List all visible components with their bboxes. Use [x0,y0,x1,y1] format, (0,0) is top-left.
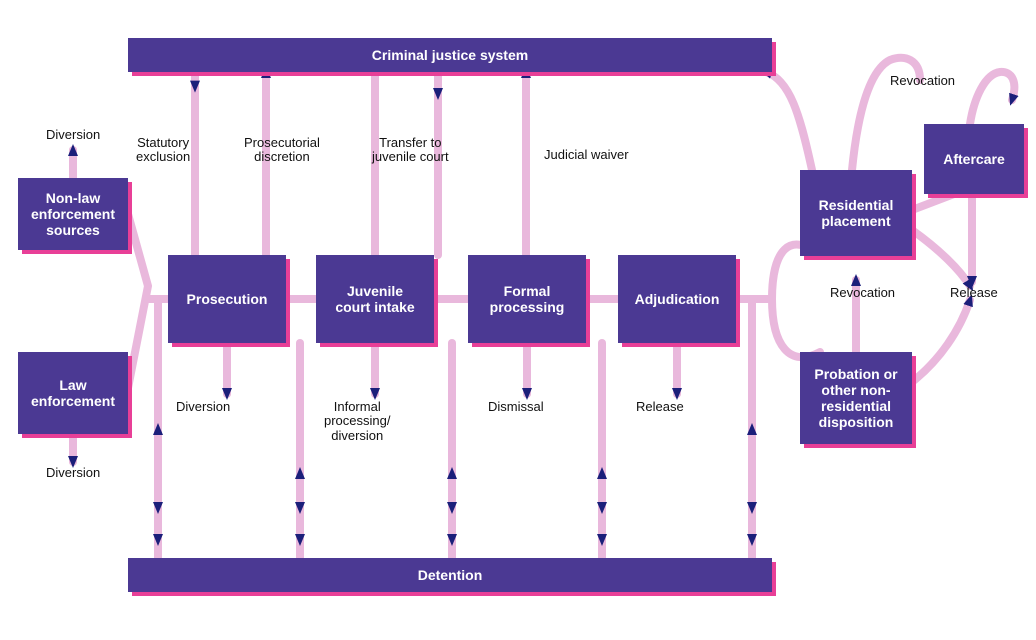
label-transfer: Transfer to juvenile court [372,136,449,165]
node-label: Residential placement [806,197,906,229]
edge-res_release [912,230,970,286]
node-label: Adjudication [624,291,730,307]
node-label: Criminal justice system [134,47,766,63]
node-label: Non-law enforcement sources [24,190,122,238]
label-div_prosec: Diversion [176,400,230,414]
node-intake: Juvenile court intake [316,255,434,343]
label-release_out: Release [950,286,998,300]
label-revoc_bot: Revocation [830,286,895,300]
label-jud_waiver: Judicial waiver [544,148,629,162]
node-law: Law enforcement [18,352,128,434]
label-inf_proc: Informal processing/ diversion [324,400,390,443]
edge-out_prob [772,299,820,357]
label-revoc_top: Revocation [890,74,955,88]
node-cjs: Criminal justice system [128,38,772,72]
diagram-stage: Criminal justice system Non-law enforceme… [0,0,1036,640]
node-nonlaw: Non-law enforcement sources [18,178,128,250]
edge-prob_release [912,300,970,382]
node-aftercare: Aftercare [924,124,1024,194]
node-prosec: Prosecution [168,255,286,343]
label-release_adj: Release [636,400,684,414]
node-detention: Detention [128,558,772,592]
node-label: Detention [134,567,766,583]
node-label: Juvenile court intake [322,283,428,315]
node-label: Aftercare [930,151,1018,167]
edge-res_cjs1 [766,72,812,170]
node-label: Formal processing [474,283,580,315]
label-div_nonlaw: Diversion [46,128,100,142]
node-label: Probation or other non- residential disp… [806,366,906,430]
node-resplace: Residential placement [800,170,912,256]
node-adjud: Adjudication [618,255,736,343]
label-div_law: Diversion [46,466,100,480]
label-pros_disc: Prosecutorial discretion [244,136,320,165]
node-label: Prosecution [174,291,280,307]
node-formal: Formal processing [468,255,586,343]
node-probation: Probation or other non- residential disp… [800,352,912,444]
label-dismissal: Dismissal [488,400,544,414]
node-label: Law enforcement [24,377,122,409]
label-stat_excl: Statutory exclusion [136,136,190,165]
